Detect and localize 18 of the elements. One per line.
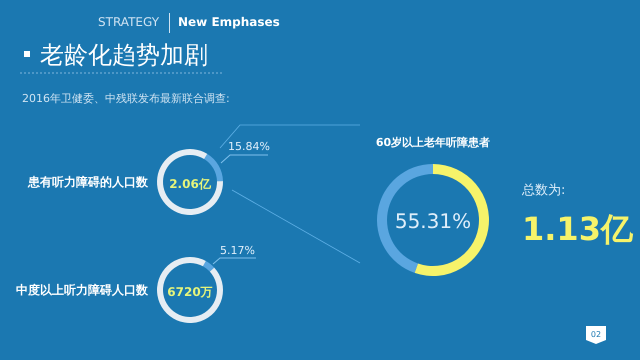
text: 中度以上听力障碍人口数	[16, 283, 149, 297]
text: 2.06亿	[169, 177, 212, 191]
text: STRATEGY	[98, 15, 160, 29]
donut-slice	[157, 257, 223, 323]
data-label: 55.31%	[394, 209, 472, 233]
data-label: 15.84%	[228, 140, 270, 153]
text: 2016年卫健委、中残联发布最新联合调查:	[22, 92, 230, 105]
text: 患有听力障碍的人口数	[27, 175, 149, 189]
text: 总数为:	[521, 183, 566, 198]
chart-title: 60岁以上老年听障患者	[376, 136, 490, 149]
text: New Emphases	[178, 15, 280, 29]
text: 02	[590, 330, 602, 339]
donut-slice	[157, 149, 223, 215]
donut-slice	[202, 261, 214, 272]
text: 老龄化趋势加剧	[40, 41, 208, 69]
data-label: 5.17%	[220, 244, 255, 257]
text: 6720万	[167, 285, 213, 299]
text: 1.13亿	[522, 210, 634, 248]
